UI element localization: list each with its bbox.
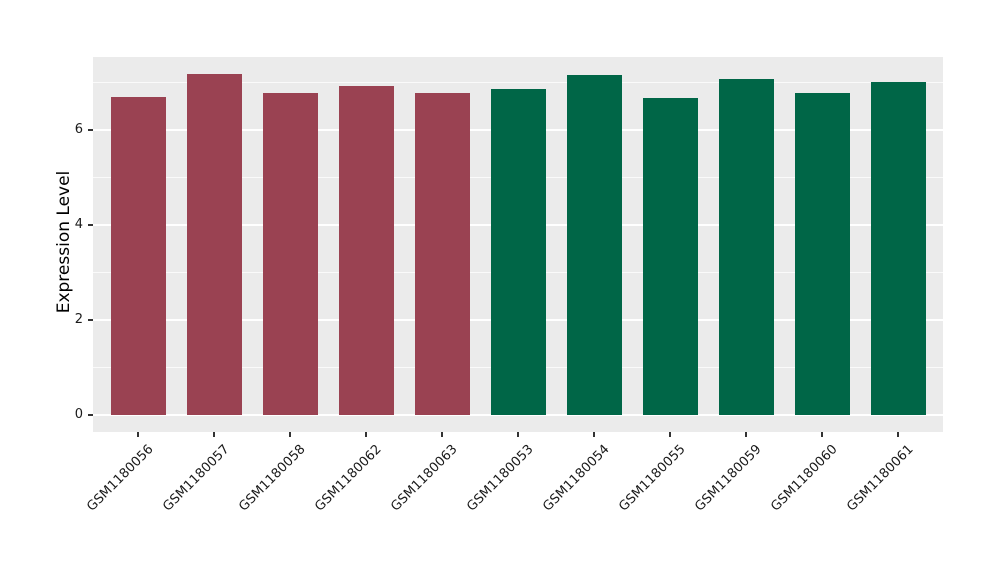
x-tick-label: GSM1180057 bbox=[160, 442, 233, 515]
x-tick bbox=[669, 432, 671, 437]
bar bbox=[414, 92, 470, 415]
x-tick bbox=[441, 432, 443, 437]
x-tick bbox=[745, 432, 747, 437]
x-tick-label: GSM1180056 bbox=[84, 442, 157, 515]
x-tick bbox=[213, 432, 215, 437]
x-tick-label: GSM1180053 bbox=[464, 442, 537, 515]
gridline-minor bbox=[93, 82, 943, 83]
bar bbox=[186, 73, 242, 415]
bar bbox=[490, 89, 546, 415]
x-tick-label: GSM1180061 bbox=[844, 442, 917, 515]
y-tick bbox=[88, 224, 93, 226]
x-tick bbox=[289, 432, 291, 437]
bar bbox=[338, 85, 394, 415]
x-tick-label: GSM1180059 bbox=[692, 442, 765, 515]
x-tick-label: GSM1180063 bbox=[388, 442, 461, 515]
x-tick bbox=[897, 432, 899, 437]
x-tick-label: GSM1180062 bbox=[312, 442, 385, 515]
y-tick-label: 6 bbox=[74, 122, 83, 137]
x-tick bbox=[517, 432, 519, 437]
plot-panel bbox=[93, 57, 943, 432]
x-tick-label: GSM1180054 bbox=[540, 442, 613, 515]
y-tick-label: 0 bbox=[74, 407, 83, 422]
x-tick-label: GSM1180058 bbox=[236, 442, 309, 515]
y-tick bbox=[88, 414, 93, 416]
y-tick bbox=[88, 319, 93, 321]
bar bbox=[566, 75, 622, 415]
bar bbox=[110, 97, 166, 415]
bar bbox=[718, 79, 774, 415]
y-axis-title: Expression Level bbox=[54, 170, 74, 314]
bar bbox=[794, 93, 850, 415]
x-tick bbox=[137, 432, 139, 437]
bar bbox=[870, 82, 926, 415]
x-tick bbox=[365, 432, 367, 437]
bar bbox=[262, 93, 318, 415]
gridline-major bbox=[93, 414, 943, 416]
x-tick-label: GSM1180055 bbox=[616, 442, 689, 515]
x-tick bbox=[821, 432, 823, 437]
y-tick-label: 4 bbox=[74, 217, 83, 232]
x-tick bbox=[593, 432, 595, 437]
y-tick bbox=[88, 129, 93, 131]
y-tick-label: 2 bbox=[74, 312, 83, 327]
bar bbox=[642, 98, 698, 415]
x-tick-label: GSM1180060 bbox=[768, 442, 841, 515]
